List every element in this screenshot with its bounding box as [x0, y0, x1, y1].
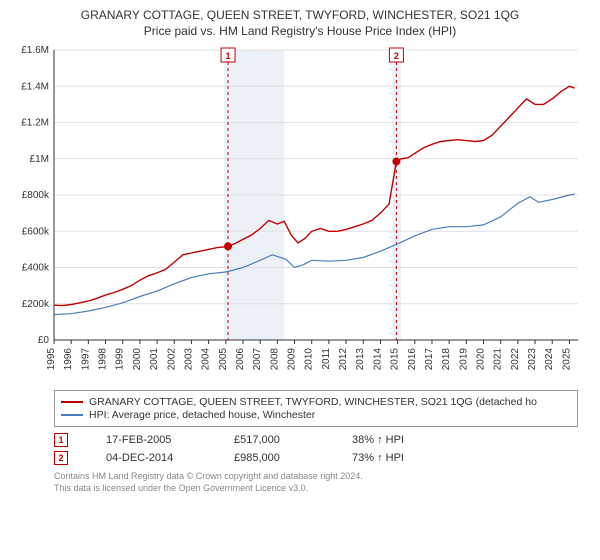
svg-text:1: 1	[226, 51, 231, 61]
svg-text:£0: £0	[38, 335, 50, 346]
chart-title-line2: Price paid vs. HM Land Registry's House …	[12, 24, 588, 38]
svg-text:2023: 2023	[527, 348, 538, 371]
svg-text:2025: 2025	[561, 348, 572, 371]
transaction-pct-2: 73% ↑ HPI	[352, 452, 452, 464]
svg-text:2011: 2011	[321, 348, 332, 370]
legend-label-hpi: HPI: Average price, detached house, Winc…	[89, 409, 315, 421]
svg-text:2001: 2001	[149, 348, 160, 371]
svg-text:£600k: £600k	[22, 226, 50, 237]
legend-label-property: GRANARY COTTAGE, QUEEN STREET, TWYFORD, …	[89, 396, 537, 408]
svg-text:2019: 2019	[458, 348, 469, 371]
transaction-marker-2: 2	[54, 451, 68, 465]
svg-text:2003: 2003	[183, 348, 194, 371]
svg-text:£200k: £200k	[22, 299, 50, 310]
legend-item-property: GRANARY COTTAGE, QUEEN STREET, TWYFORD, …	[61, 396, 571, 408]
svg-text:£800k: £800k	[22, 190, 50, 201]
svg-text:2013: 2013	[355, 348, 366, 371]
price-chart: £0 £200k £400k £600k £800k £1M £1.2M £1.4M £1.6M…	[12, 44, 588, 384]
svg-text:2016: 2016	[407, 348, 418, 371]
svg-text:2018: 2018	[441, 348, 452, 371]
svg-text:2000: 2000	[132, 348, 143, 371]
svg-text:2020: 2020	[476, 348, 487, 371]
transaction-marker-1: 1	[54, 433, 68, 447]
svg-text:£1.2M: £1.2M	[21, 118, 49, 129]
svg-text:2002: 2002	[166, 348, 177, 371]
svg-text:£400k: £400k	[22, 263, 50, 274]
svg-text:2007: 2007	[252, 348, 263, 371]
svg-text:2009: 2009	[287, 348, 298, 371]
svg-text:1999: 1999	[115, 348, 126, 371]
svg-text:2012: 2012	[338, 348, 349, 371]
legend-item-hpi: HPI: Average price, detached house, Winc…	[61, 409, 571, 421]
footnote-line1: Contains HM Land Registry data © Crown c…	[54, 471, 588, 483]
footnote: Contains HM Land Registry data © Crown c…	[54, 471, 588, 494]
transaction-pct-1: 38% ↑ HPI	[352, 434, 452, 446]
chart-svg: £0 £200k £400k £600k £800k £1M £1.2M £1.4M £1.6M…	[12, 44, 588, 384]
svg-text:2008: 2008	[269, 348, 280, 371]
svg-text:1997: 1997	[80, 348, 91, 371]
chart-title-line1: GRANARY COTTAGE, QUEEN STREET, TWYFORD, …	[12, 8, 588, 22]
svg-text:2022: 2022	[510, 348, 521, 371]
transaction-row-2: 2 04-DEC-2014 £985,000 73% ↑ HPI	[54, 451, 588, 465]
svg-text:2006: 2006	[235, 348, 246, 371]
legend-swatch-property	[61, 401, 83, 403]
svg-text:1995: 1995	[46, 348, 57, 371]
svg-text:2004: 2004	[201, 348, 212, 371]
svg-text:2005: 2005	[218, 348, 229, 371]
svg-text:£1M: £1M	[30, 154, 49, 165]
svg-text:1996: 1996	[63, 348, 74, 371]
transaction-date-1: 17-FEB-2005	[106, 434, 196, 446]
svg-text:2015: 2015	[390, 348, 401, 371]
transaction-price-2: £985,000	[234, 452, 314, 464]
transaction-date-2: 04-DEC-2014	[106, 452, 196, 464]
transaction-row-1: 1 17-FEB-2005 £517,000 38% ↑ HPI	[54, 433, 588, 447]
svg-text:£1.4M: £1.4M	[21, 81, 49, 92]
transaction-price-1: £517,000	[234, 434, 314, 446]
svg-text:1998: 1998	[98, 348, 109, 371]
svg-text:2017: 2017	[424, 348, 435, 371]
svg-text:2: 2	[394, 51, 399, 61]
svg-text:2010: 2010	[304, 348, 315, 371]
svg-text:2021: 2021	[493, 348, 504, 371]
svg-text:2014: 2014	[372, 348, 383, 371]
svg-text:£1.6M: £1.6M	[21, 45, 49, 56]
svg-text:2024: 2024	[544, 348, 555, 371]
legend-swatch-hpi	[61, 414, 83, 416]
footnote-line2: This data is licensed under the Open Gov…	[54, 483, 588, 495]
legend: GRANARY COTTAGE, QUEEN STREET, TWYFORD, …	[54, 390, 578, 427]
